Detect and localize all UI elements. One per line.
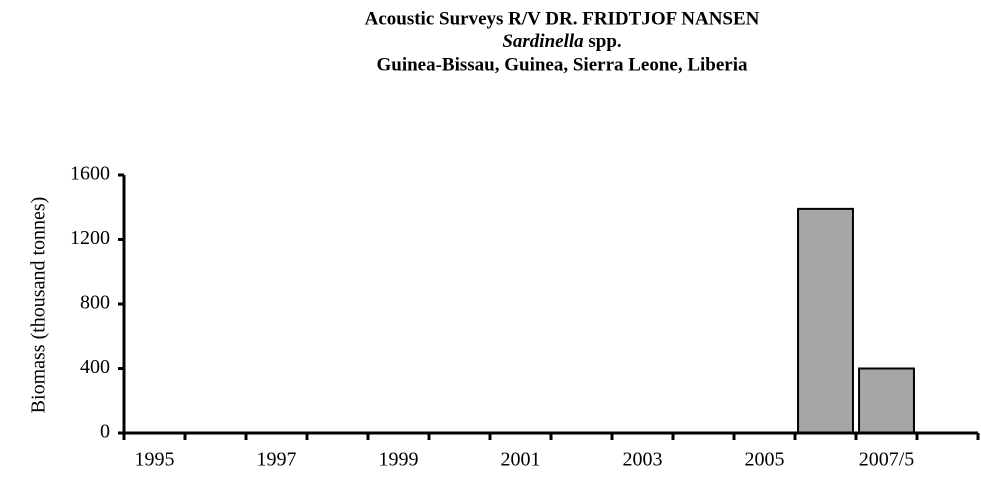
species-suffix: spp. bbox=[588, 31, 621, 52]
y-axis-label: Biomass (thousand tonnes) bbox=[28, 197, 50, 414]
bar bbox=[797, 207, 854, 434]
bar bbox=[858, 367, 915, 434]
x-tick-label: 2001 bbox=[501, 449, 541, 471]
y-tick-label: 1600 bbox=[70, 163, 110, 185]
x-tick-label: 2007/5 bbox=[859, 449, 915, 471]
y-tick-label: 400 bbox=[80, 356, 110, 378]
y-tick-label: 1200 bbox=[70, 227, 110, 249]
x-tick-label: 1997 bbox=[257, 449, 297, 471]
x-tick-label: 2003 bbox=[623, 449, 663, 471]
x-tick-label: 1999 bbox=[379, 449, 419, 471]
x-tick-label: 1995 bbox=[135, 449, 175, 471]
chart-subtitle: Sardinella spp. bbox=[502, 31, 621, 52]
chart-title: Acoustic Surveys R/V DR. FRIDTJOF NANSEN bbox=[365, 8, 760, 29]
y-tick-label: 0 bbox=[100, 421, 110, 443]
species-name: Sardinella bbox=[502, 31, 584, 52]
chart-region: Guinea-Bissau, Guinea, Sierra Leone, Lib… bbox=[376, 54, 748, 75]
y-tick-label: 800 bbox=[80, 292, 110, 314]
x-tick-label: 2005 bbox=[745, 449, 785, 471]
